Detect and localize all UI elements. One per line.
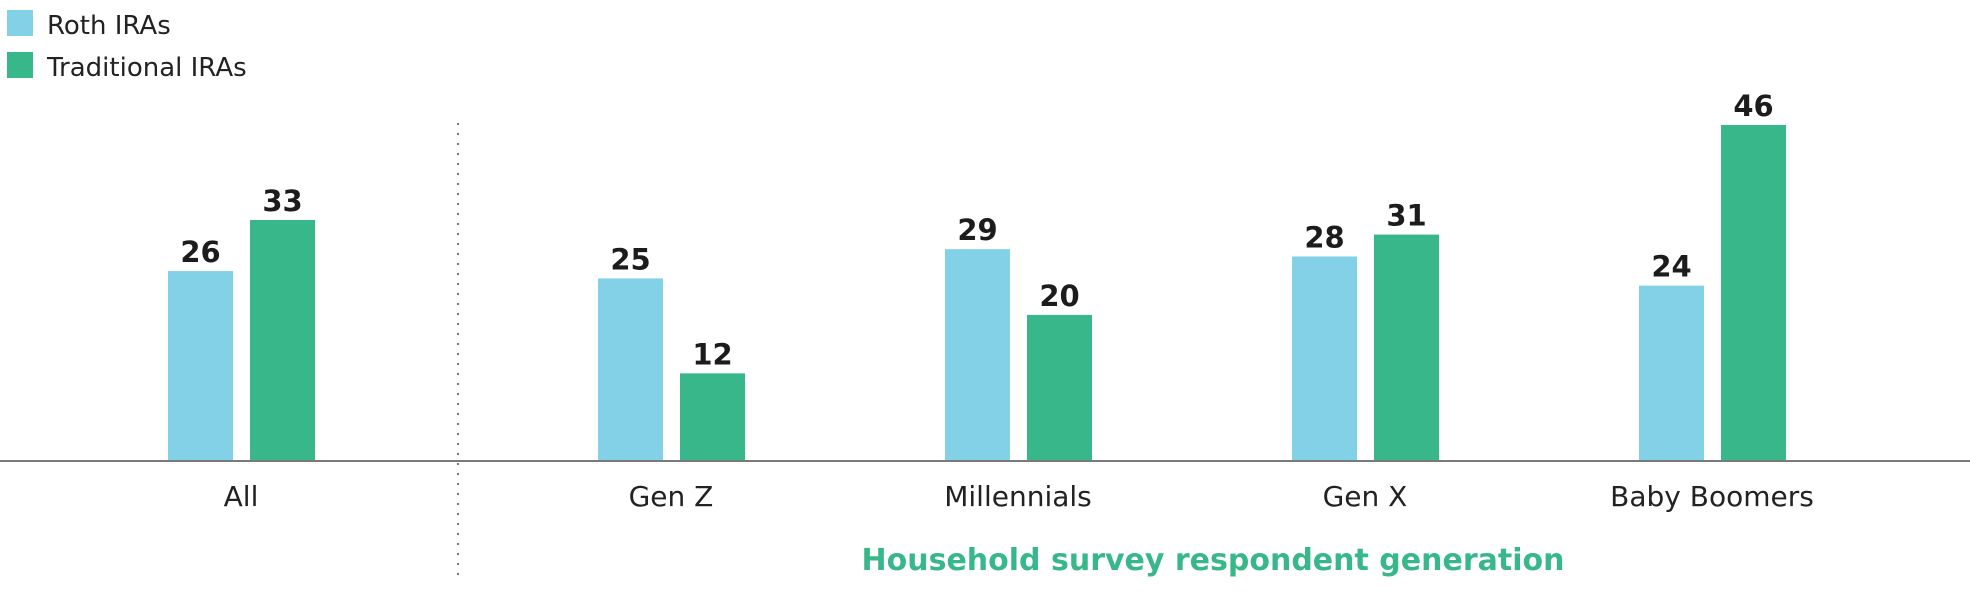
- legend-label-roth-iras: Roth IRAs: [47, 11, 171, 41]
- x-tick-label-all: All: [224, 480, 259, 513]
- value-label-gen-z-roth-iras: 25: [610, 242, 650, 276]
- value-label-all-traditional-iras: 33: [262, 184, 302, 218]
- bars-group: [168, 125, 1786, 461]
- bar-baby-boomers-roth-iras: [1639, 285, 1704, 461]
- x-tick-label-gen-z: Gen Z: [629, 480, 714, 513]
- value-labels-group: 26 33 25 12 29 20 28 31 24 46: [180, 89, 1773, 371]
- x-tick-label-millennials: Millennials: [944, 480, 1092, 513]
- x-tick-label-baby-boomers: Baby Boomers: [1610, 480, 1814, 513]
- legend-label-traditional-iras: Traditional IRAs: [46, 53, 247, 83]
- x-tick-label-gen-x: Gen X: [1323, 480, 1408, 513]
- value-label-gen-z-traditional-iras: 12: [692, 337, 732, 371]
- bar-gen-z-traditional-iras: [680, 373, 745, 461]
- value-label-gen-x-traditional-iras: 31: [1386, 199, 1426, 233]
- bar-gen-x-traditional-iras: [1374, 234, 1439, 461]
- bar-millennials-traditional-iras: [1027, 314, 1092, 461]
- value-label-millennials-traditional-iras: 20: [1039, 279, 1079, 313]
- legend-swatch-roth-iras: [7, 10, 33, 36]
- bar-gen-x-roth-iras: [1292, 256, 1357, 461]
- value-label-all-roth-iras: 26: [180, 235, 220, 269]
- bar-millennials-roth-iras: [945, 249, 1010, 461]
- x-axis-title: Household survey respondent generation: [862, 543, 1565, 578]
- x-tick-labels: All Gen Z Millennials Gen X Baby Boomers: [224, 480, 1814, 513]
- bar-gen-z-roth-iras: [598, 278, 663, 461]
- legend-swatch-traditional-iras: [7, 52, 33, 78]
- bar-all-traditional-iras: [250, 219, 315, 461]
- value-label-gen-x-roth-iras: 28: [1304, 220, 1344, 254]
- bar-all-roth-iras: [168, 271, 233, 461]
- legend: Roth IRAs Traditional IRAs: [7, 10, 247, 83]
- value-label-baby-boomers-traditional-iras: 46: [1733, 89, 1773, 123]
- bar-baby-boomers-traditional-iras: [1721, 125, 1786, 461]
- value-label-millennials-roth-iras: 29: [957, 213, 997, 247]
- value-label-baby-boomers-roth-iras: 24: [1651, 250, 1691, 284]
